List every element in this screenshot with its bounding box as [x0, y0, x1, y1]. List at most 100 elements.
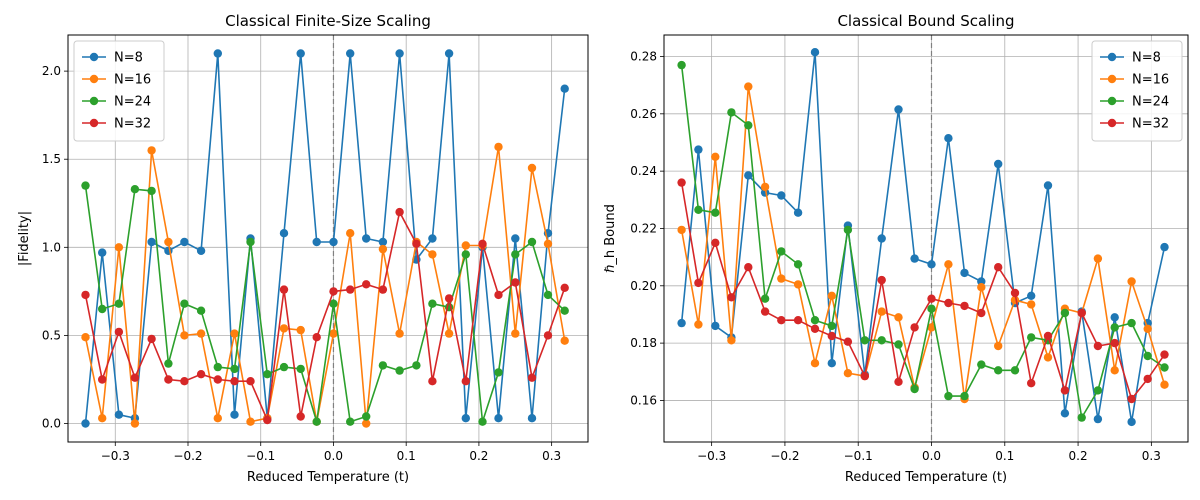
data-point	[114, 327, 124, 337]
data-point	[395, 366, 404, 375]
data-point	[744, 171, 753, 180]
x-tick-label: −0.1	[246, 449, 275, 463]
series-n-24	[81, 181, 569, 426]
data-point	[560, 84, 569, 93]
data-point	[543, 331, 553, 340]
data-point	[1160, 363, 1169, 372]
data-point	[810, 359, 820, 368]
data-point	[1093, 414, 1103, 424]
y-axis-label: ℏ_h Bound	[603, 204, 618, 273]
data-point	[130, 185, 140, 194]
data-point	[478, 239, 487, 248]
legend-item: N=16	[82, 73, 151, 88]
legend: N=8 N=16 N=24 N=32	[73, 40, 165, 142]
data-point	[196, 246, 206, 255]
data-point	[977, 360, 986, 369]
legend-item: N=24	[82, 95, 151, 110]
data-point	[677, 60, 686, 70]
data-point	[164, 359, 173, 368]
data-point	[877, 336, 886, 345]
data-point	[560, 306, 569, 315]
legend-item: N=32	[1100, 117, 1169, 132]
data-point	[994, 159, 1003, 169]
series-line	[680, 182, 1166, 401]
x-ticks: −0.3 −0.2 −0.1 0.0 0.1 0.2 0.3	[101, 442, 561, 463]
y-tick-label: 0.5	[42, 328, 61, 342]
data-point	[230, 377, 239, 386]
data-point	[894, 340, 903, 349]
data-point	[494, 368, 503, 377]
legend-item: N=8	[1100, 51, 1161, 66]
chart-bound: −0.3 −0.2 −0.1 0.0 0.1 0.2 0.3 0.16 0.18 0.20 0.2…	[603, 12, 1189, 485]
data-point	[213, 49, 222, 58]
data-point	[927, 260, 936, 269]
data-point	[744, 82, 753, 91]
data-point	[827, 291, 836, 300]
data-point	[81, 419, 90, 428]
data-point	[927, 304, 936, 313]
data-point	[98, 375, 107, 384]
legend-marker	[1107, 52, 1117, 62]
series-line	[680, 65, 1165, 420]
data-point	[1043, 331, 1053, 341]
data-point	[279, 285, 289, 294]
data-point	[810, 324, 820, 333]
x-tick-label: −0.2	[173, 449, 202, 463]
data-point	[180, 331, 189, 340]
data-point	[894, 377, 903, 386]
data-point	[312, 417, 321, 426]
legend-marker	[89, 74, 99, 84]
legend-label: N=32	[1132, 117, 1169, 132]
legend-marker	[1107, 96, 1117, 106]
data-point	[494, 414, 503, 423]
legend-item: N=32	[82, 117, 151, 132]
legend-item: N=24	[1100, 95, 1169, 110]
data-point	[130, 373, 140, 382]
data-point	[777, 247, 786, 256]
data-point	[810, 48, 820, 57]
legend: N=8 N=16 N=24 N=32	[1091, 40, 1183, 142]
data-point	[711, 238, 720, 247]
data-point	[727, 293, 736, 302]
y-tick-label: 1.5	[42, 152, 61, 166]
data-point	[395, 329, 404, 338]
data-point	[677, 178, 686, 187]
data-point	[793, 208, 803, 217]
data-point	[461, 414, 470, 423]
data-point	[827, 331, 836, 341]
data-point	[810, 316, 820, 325]
data-point	[744, 263, 753, 272]
series-n-8	[81, 49, 569, 428]
data-point	[1160, 242, 1169, 252]
data-point	[511, 250, 520, 259]
series-layer	[81, 49, 569, 428]
data-point	[180, 299, 189, 308]
data-point	[164, 375, 173, 384]
data-point	[827, 321, 836, 331]
data-point	[296, 49, 305, 58]
data-point	[1127, 318, 1136, 328]
data-point	[543, 290, 553, 300]
data-point	[694, 145, 703, 154]
y-ticks: 0.16 0.18 0.20 0.22 0.24 0.26 0.28	[630, 49, 664, 407]
data-point	[777, 191, 786, 200]
y-tick-label: 0.24	[630, 164, 657, 178]
data-point	[527, 163, 537, 173]
data-point	[744, 121, 753, 130]
data-point	[1077, 413, 1086, 422]
data-point	[944, 391, 953, 401]
data-point	[81, 290, 90, 300]
legend-marker	[89, 52, 99, 62]
legend-label: N=24	[114, 95, 151, 110]
data-point	[346, 49, 355, 58]
data-point	[81, 333, 90, 342]
data-point	[527, 414, 537, 423]
data-point	[164, 246, 173, 255]
data-point	[180, 237, 189, 247]
data-point	[346, 285, 355, 294]
data-point	[1127, 394, 1136, 404]
data-point	[428, 299, 437, 308]
data-point	[711, 321, 720, 331]
data-point	[362, 419, 371, 428]
data-point	[263, 370, 272, 379]
